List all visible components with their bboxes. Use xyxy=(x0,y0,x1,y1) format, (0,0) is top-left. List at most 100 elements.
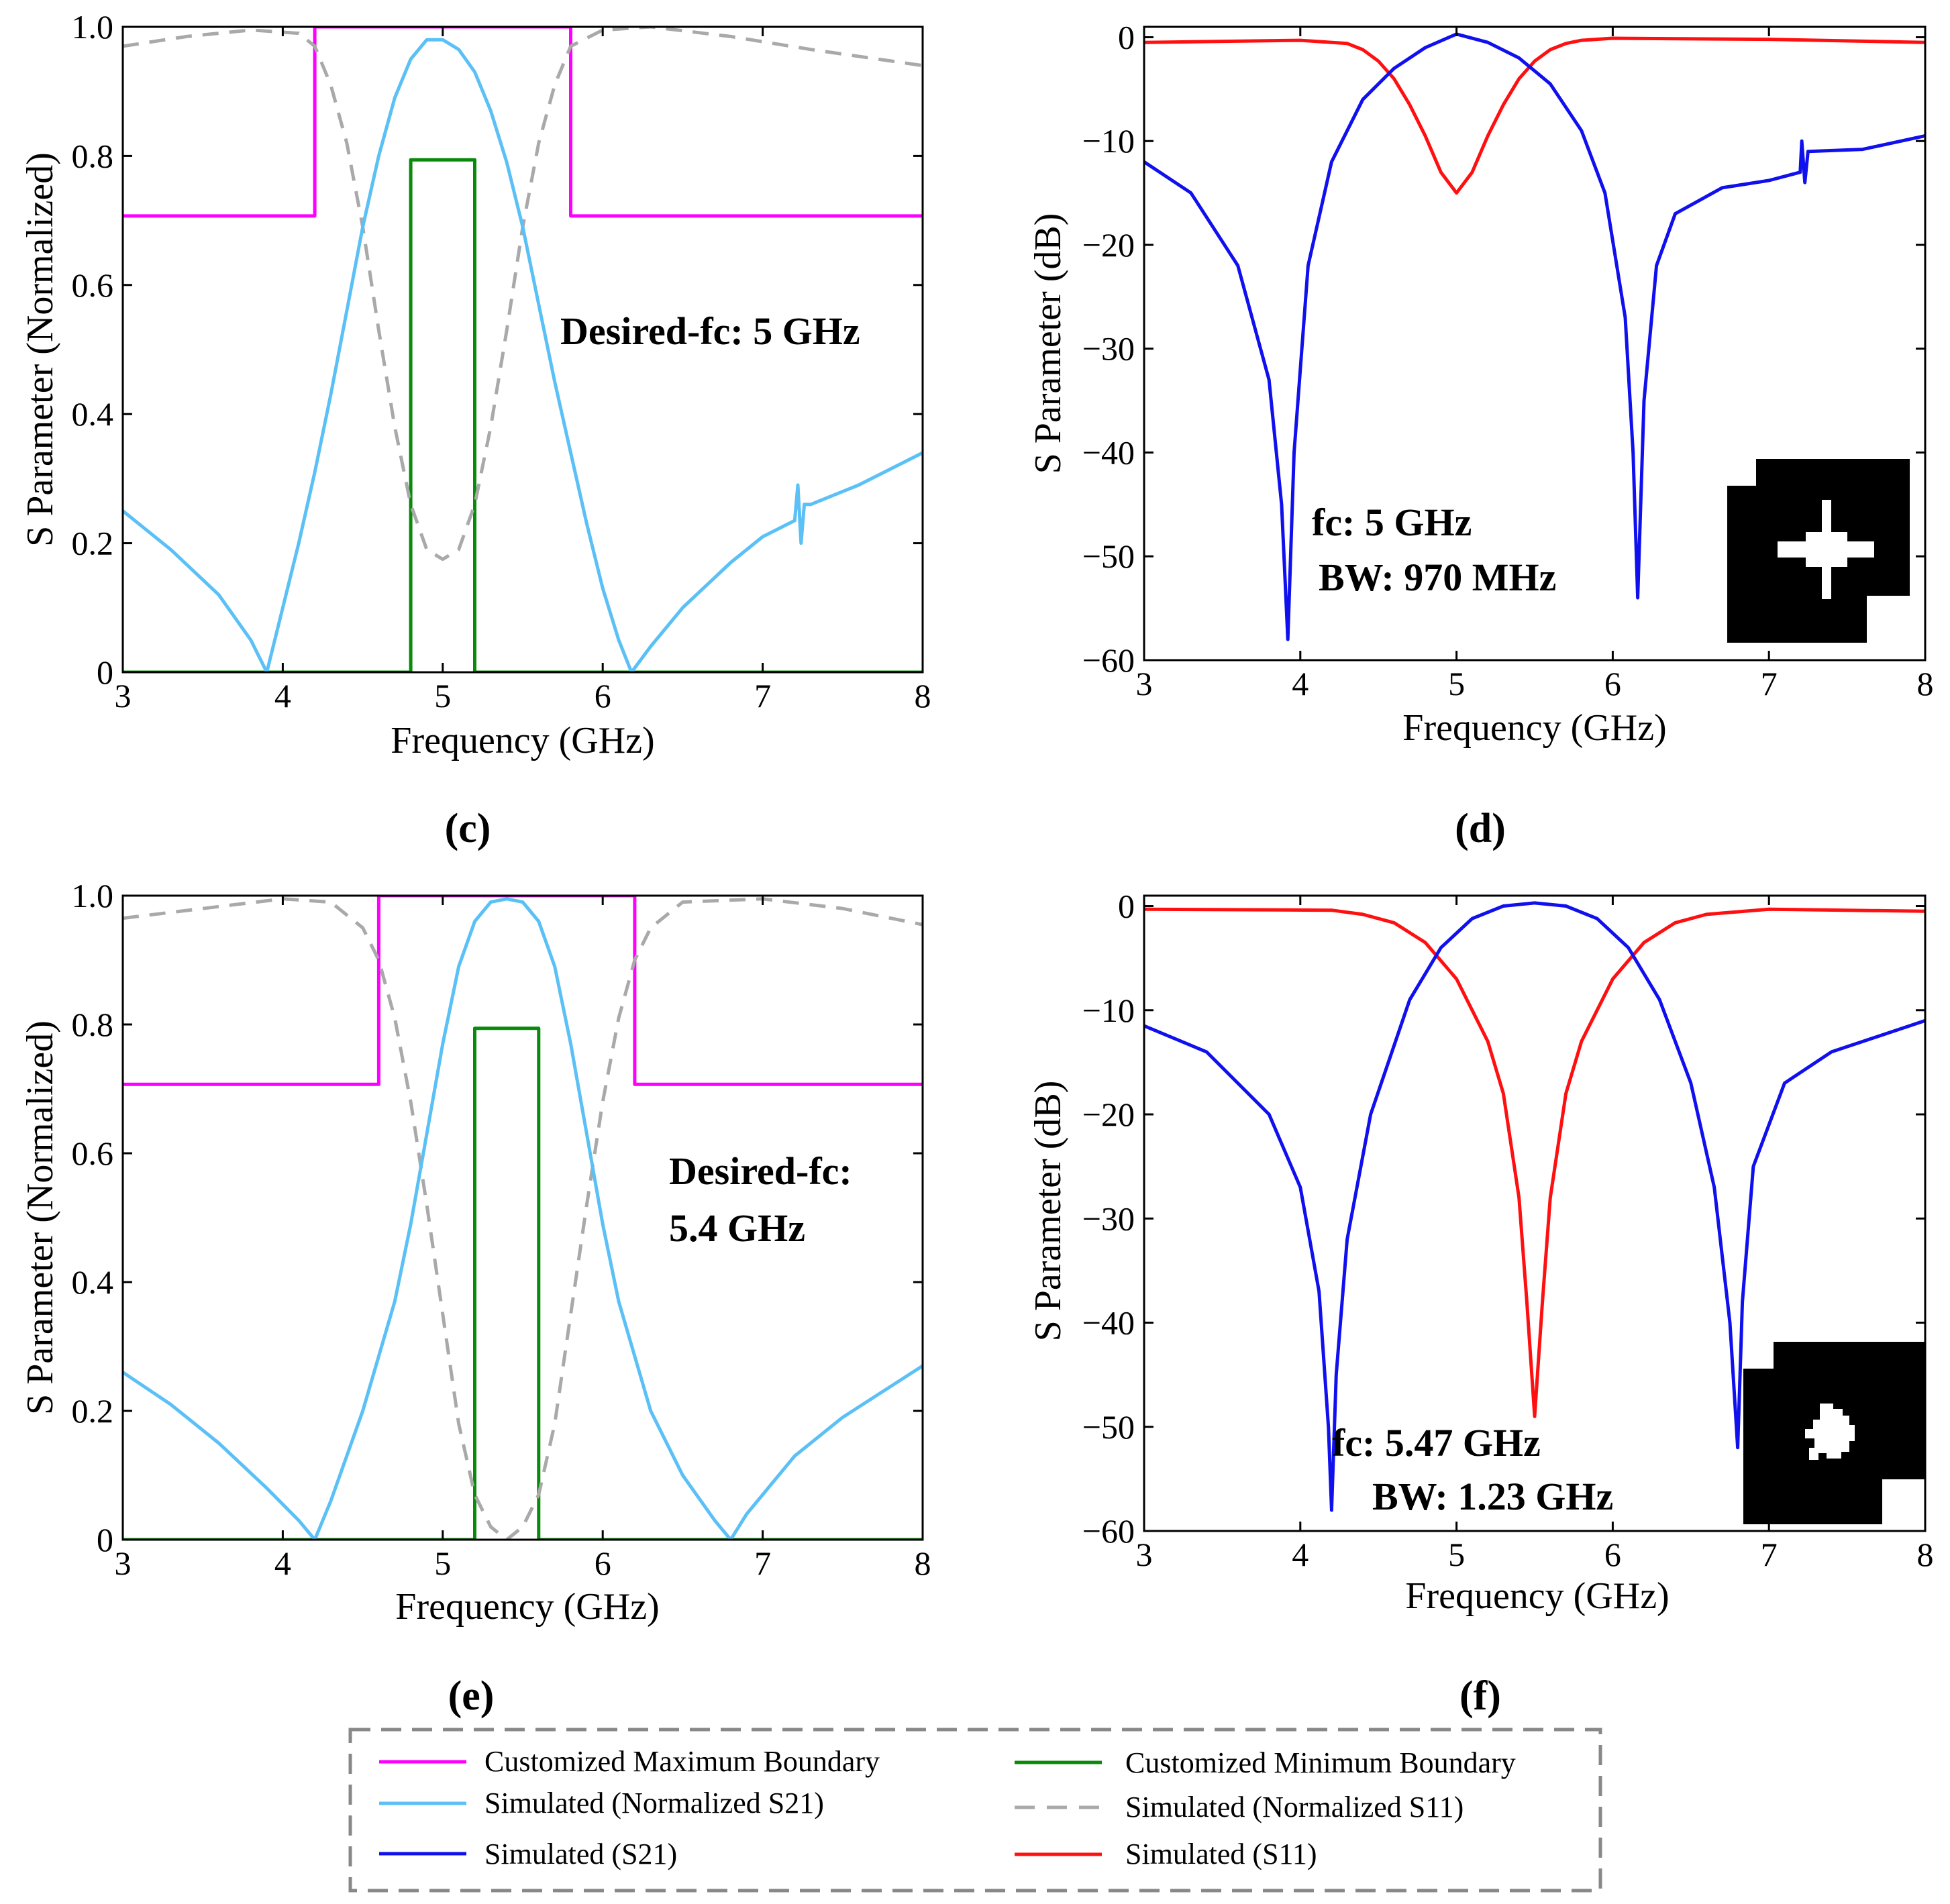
series-norm-s11-e xyxy=(123,897,923,1540)
x-tick-label-f: 5 xyxy=(1448,1536,1465,1573)
y-tick-label-e: 0.6 xyxy=(72,1134,114,1172)
y-axis-title-f: S Parameter (dB) xyxy=(1027,1081,1069,1342)
y-tick-label-e: 0.8 xyxy=(72,1006,114,1043)
x-tick-label-f: 8 xyxy=(1917,1536,1934,1573)
x-tick-label-e: 8 xyxy=(915,1544,931,1582)
panel-label-c: (c) xyxy=(445,806,491,851)
y-tick-label-d: −50 xyxy=(1082,537,1135,575)
series-min-boundary-c xyxy=(123,158,923,672)
panel-e: 3 4 5 6 7 8 0 0.2 0.4 0.6 0.8 1.0 Frequency (GHz) S… xyxy=(19,877,931,1719)
annotation-f-line1: fc: 5.47 GHz xyxy=(1332,1421,1541,1465)
y-axis-title-d: S Parameter (dB) xyxy=(1027,213,1069,474)
axis-ticks-e: 3 4 5 6 7 8 0 0.2 0.4 0.6 0.8 1.0 xyxy=(72,877,931,1582)
x-tick-label-f: 6 xyxy=(1604,1536,1621,1573)
inset-f-white xyxy=(1805,1404,1855,1460)
panel-label-d: (d) xyxy=(1455,806,1506,851)
x-tick-label-f: 7 xyxy=(1761,1536,1778,1573)
plot-frame-f xyxy=(1143,894,1927,1532)
annotation-c-line1: Desired-fc: 5 GHz xyxy=(560,309,860,353)
axis-ticks-d: 3 4 5 6 7 8 0 −10 −20 −30 −40 −50 −60 xyxy=(1082,18,1934,702)
series-min-boundary-e xyxy=(123,1026,923,1540)
x-tick-label-c: 4 xyxy=(274,677,291,715)
y-tick-label-e: 0 xyxy=(97,1521,113,1558)
series-s11-d xyxy=(1144,36,1925,195)
x-tick-label-c: 7 xyxy=(754,677,771,715)
x-axis-title-e: Frequency (GHz) xyxy=(395,1586,659,1628)
y-tick-label-f: −30 xyxy=(1082,1200,1135,1237)
x-tick-label-d: 4 xyxy=(1292,665,1308,702)
x-tick-label-f: 4 xyxy=(1292,1536,1308,1573)
y-tick-label-d: −10 xyxy=(1082,122,1135,160)
x-tick-label-f: 3 xyxy=(1136,1536,1153,1573)
x-axis-title-d: Frequency (GHz) xyxy=(1402,707,1666,749)
legend-box xyxy=(348,1728,1602,1893)
x-tick-label-c: 8 xyxy=(915,677,931,715)
y-tick-label-f: −50 xyxy=(1082,1408,1135,1446)
y-tick-label-d: −40 xyxy=(1082,433,1135,471)
x-tick-label-d: 7 xyxy=(1761,665,1778,702)
y-tick-label-c: 0.2 xyxy=(72,525,114,562)
plot-frame-d xyxy=(1143,25,1927,662)
y-tick-label-d: 0 xyxy=(1118,18,1135,56)
annotation-f-line2: BW: 1.23 GHz xyxy=(1372,1475,1613,1518)
x-tick-label-d: 8 xyxy=(1917,665,1934,702)
panel-label-f: (f) xyxy=(1459,1673,1501,1719)
legend-label-norm-s21: Simulated (Normalized S21) xyxy=(484,1787,824,1819)
series-norm-s21-c xyxy=(123,38,923,672)
y-tick-label-e: 1.0 xyxy=(72,877,114,914)
legend-label-norm-s11: Simulated (Normalized S11) xyxy=(1125,1791,1464,1823)
panel-f: 3 4 5 6 7 8 0 −10 −20 −30 −40 −50 −60 Frequency (GHz… xyxy=(1027,888,1934,1719)
y-tick-label-c: 0.6 xyxy=(72,266,114,304)
y-tick-label-f: −20 xyxy=(1082,1096,1135,1133)
y-tick-label-f: −40 xyxy=(1082,1304,1135,1342)
x-axis-title-c: Frequency (GHz) xyxy=(391,720,654,761)
y-tick-label-d: −20 xyxy=(1082,226,1135,264)
axis-ticks-f: 3 4 5 6 7 8 0 −10 −20 −30 −40 −50 −60 xyxy=(1082,888,1934,1573)
panel-d: 3 4 5 6 7 8 0 −10 −20 −30 −40 −50 −60 Frequency (GHz… xyxy=(1027,18,1934,851)
series-max-boundary-c xyxy=(123,27,923,218)
y-tick-label-c: 0.4 xyxy=(72,395,114,433)
y-axis-title-c: S Parameter (Normalized) xyxy=(19,152,61,547)
plot-area-f xyxy=(1144,901,1925,1512)
annotation-d-line1: fc: 5 GHz xyxy=(1312,500,1472,544)
series-norm-s11-c xyxy=(123,27,923,562)
y-tick-label-e: 0.4 xyxy=(72,1263,114,1301)
y-axis-title-e: S Parameter (Normalized) xyxy=(19,1020,61,1415)
x-tick-label-e: 3 xyxy=(115,1544,132,1582)
y-tick-label-d: −30 xyxy=(1082,330,1135,368)
annotation-e-line1: Desired-fc: xyxy=(669,1149,852,1193)
y-tick-label-f: −60 xyxy=(1082,1512,1135,1550)
layout-inset-f xyxy=(1743,1342,1925,1524)
plot-frame-e xyxy=(121,894,924,1541)
series-s21-d xyxy=(1144,32,1925,641)
y-tick-label-c: 0.8 xyxy=(72,137,114,174)
legend-label-s11: Simulated (S11) xyxy=(1125,1838,1317,1870)
x-tick-label-c: 5 xyxy=(434,677,451,715)
x-tick-label-e: 5 xyxy=(434,1544,451,1582)
x-tick-label-c: 3 xyxy=(115,677,132,715)
legend-label-min-boundary: Customized Minimum Boundary xyxy=(1125,1746,1516,1779)
x-tick-label-e: 7 xyxy=(754,1544,771,1582)
legend: Customized Maximum Boundary Simulated (N… xyxy=(348,1728,1602,1893)
annotation-e-line2: 5.4 GHz xyxy=(669,1206,805,1250)
y-tick-label-c: 1.0 xyxy=(72,8,114,46)
x-axis-title-f: Frequency (GHz) xyxy=(1405,1575,1669,1617)
x-tick-label-c: 6 xyxy=(595,677,611,715)
plot-area-c xyxy=(123,27,923,672)
plot-frame-c xyxy=(121,25,924,674)
y-tick-label-f: 0 xyxy=(1118,888,1135,925)
series-s11-f xyxy=(1144,907,1925,1418)
annotation-d-line2: BW: 970 MHz xyxy=(1319,556,1556,599)
layout-inset-d xyxy=(1727,459,1910,643)
inset-d-white xyxy=(1778,500,1874,599)
panel-c: 3 4 5 6 7 8 0 0.2 0.4 0.6 0.8 1.0 Frequency (GHz) S… xyxy=(19,8,931,851)
legend-label-s21: Simulated (S21) xyxy=(484,1838,677,1870)
x-tick-label-e: 4 xyxy=(274,1544,291,1582)
x-tick-label-d: 3 xyxy=(1136,665,1153,702)
series-max-boundary-e xyxy=(123,896,923,1086)
plot-area-d xyxy=(1144,32,1925,641)
y-tick-label-e: 0.2 xyxy=(72,1392,114,1430)
legend-label-max-boundary: Customized Maximum Boundary xyxy=(484,1745,880,1778)
y-tick-label-f: −10 xyxy=(1082,992,1135,1029)
